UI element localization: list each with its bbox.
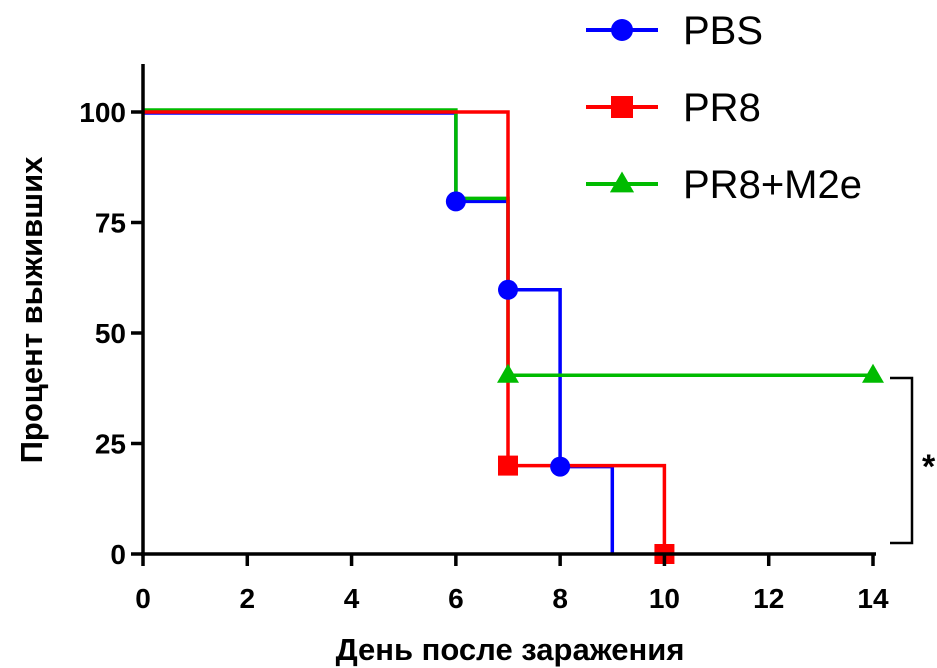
- x-tick-label: 10: [649, 583, 680, 614]
- x-axis-ticks: 0 2 4 6 8 10 12 14: [135, 554, 889, 614]
- y-tick-label: 100: [79, 97, 126, 128]
- legend-marker-pbs: [611, 19, 633, 41]
- y-tick-label: 25: [95, 429, 126, 460]
- series-markers-group: [445, 191, 884, 564]
- series-line-pr8-m2e: [143, 108, 873, 377]
- x-tick-label: 0: [135, 583, 151, 614]
- legend-marker-pr8: [611, 96, 633, 118]
- x-tick-label: 8: [552, 583, 568, 614]
- y-axis-ticks: 0 25 50 75 100: [79, 97, 143, 570]
- x-tick-label: 6: [448, 583, 464, 614]
- data-point-pbs-day-6: [445, 191, 466, 212]
- legend: PBS PR8 PR8+M2e: [586, 9, 862, 207]
- legend-marker-pr8-m2e: [609, 171, 635, 193]
- significance-bracket: [890, 376, 914, 545]
- y-tick-label: 75: [95, 208, 126, 239]
- series-line-pr8: [143, 110, 667, 554]
- x-tick-label: 14: [857, 583, 889, 614]
- legend-label-pr8-m2e: PR8+M2e: [683, 163, 862, 207]
- series-line-pbs: [143, 111, 615, 555]
- legend-label-pr8: PR8: [683, 86, 761, 130]
- y-tick-label: 50: [95, 318, 126, 349]
- data-point-pr8-m2e-day-14: [862, 363, 884, 383]
- significance-asterisk: *: [922, 448, 936, 486]
- legend-label-pbs: PBS: [683, 9, 763, 53]
- x-tick-label: 2: [239, 583, 255, 614]
- y-axis-title: Процент выживших: [14, 156, 49, 463]
- x-axis-title: День после заражения: [336, 632, 685, 667]
- data-point-pr8-m2e-day-7: [497, 363, 519, 383]
- data-point-pbs-day-8: [550, 456, 571, 477]
- x-tick-label: 12: [753, 583, 784, 614]
- data-point-pbs-day-7: [498, 279, 518, 300]
- x-tick-label: 4: [344, 583, 360, 614]
- y-tick-label: 0: [110, 539, 126, 570]
- data-point-pr8-day-7: [498, 455, 518, 476]
